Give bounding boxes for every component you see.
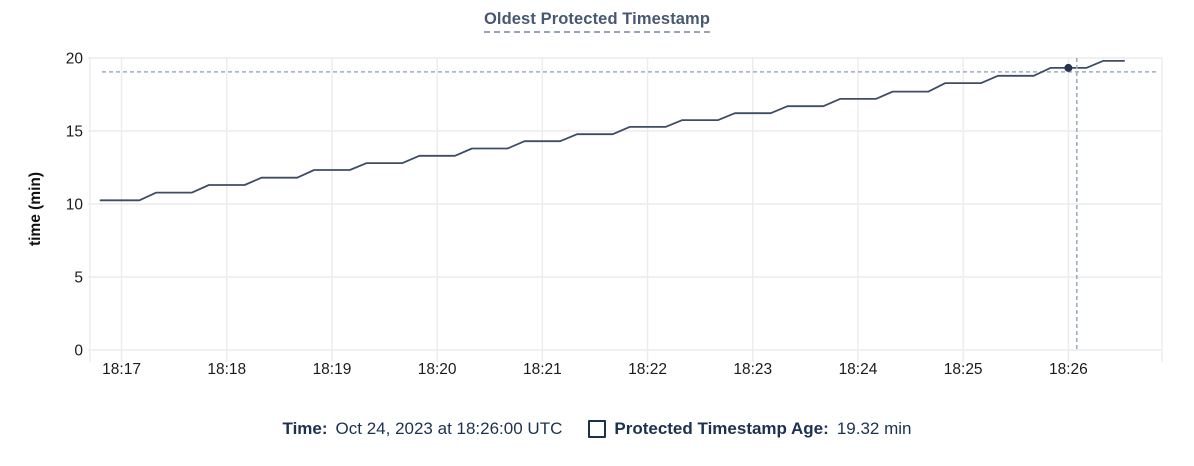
chart-canvas[interactable]: 0 5 10 15 20 18:17 18:18 18:19 18:20 18:21 18:22 18… [0,0,1194,400]
y-tick-label: 10 [66,197,84,214]
x-tick-label: 18:23 [733,361,772,378]
time-value: Oct 24, 2023 at 18:26:00 UTC [335,419,563,438]
y-axis-label: time (min) [27,171,44,247]
x-tick-label: 18:25 [944,361,983,378]
y-tick-label: 5 [74,270,83,287]
series-value: 19.32 min [836,419,912,438]
x-tick-label: 18:21 [523,361,562,378]
x-tick-label: 18:19 [313,361,352,378]
chart-tooltip-legend: Time: Oct 24, 2023 at 18:26:00 UTC Prote… [0,419,1194,439]
y-tick-label: 15 [66,124,83,141]
chart-title[interactable]: Oldest Protected Timestamp [483,10,711,33]
series-swatch-icon [588,420,607,438]
series-line [99,60,1125,202]
y-tick-label: 0 [74,343,83,360]
x-tick-label: 18:24 [839,361,878,378]
hover-point [1064,63,1073,72]
x-tick-label: 18:17 [102,361,141,378]
x-tick-label: 18:20 [418,361,457,378]
chart-header: Oldest Protected Timestamp [0,10,1194,33]
x-tick-label: 18:26 [1049,361,1088,378]
time-label: Time: [282,419,328,438]
x-tick-label: 18:18 [207,361,246,378]
x-tick-label: 18:22 [628,361,667,378]
y-tick-label: 20 [66,51,84,68]
series-label: Protected Timestamp Age: [614,419,829,438]
